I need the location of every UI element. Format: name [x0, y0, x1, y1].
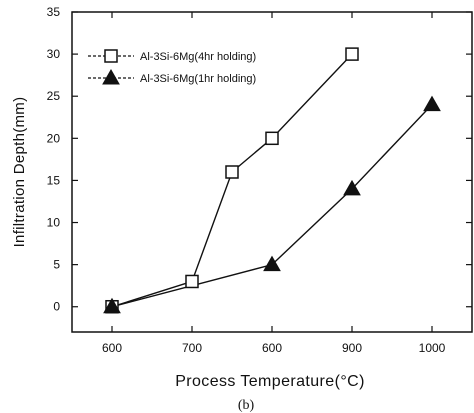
data-point-square: [265, 131, 279, 146]
y-tick-label: 0: [53, 300, 60, 314]
data-point-square: [104, 49, 118, 63]
figure-caption: (b): [238, 398, 255, 413]
series-markers: [103, 47, 441, 314]
legend-label: Al-3Si-6Mg(4hr holding): [140, 51, 256, 63]
x-axis-label: Process Temperature(°C): [175, 373, 365, 390]
data-point-triangle: [103, 297, 121, 314]
data-point-triangle: [343, 179, 361, 196]
y-tick-label: 5: [53, 258, 60, 272]
data-point-triangle: [102, 68, 120, 85]
x-tick-label: 900: [342, 341, 362, 355]
data-point-triangle: [263, 255, 281, 272]
x-axis-label-unit: °C): [340, 373, 364, 390]
y-tick-label: 30: [47, 47, 61, 61]
x-tick-label: 600: [102, 341, 122, 355]
data-point-square: [225, 165, 239, 179]
data-point-square: [345, 47, 359, 61]
y-tick-label: 20: [47, 131, 61, 145]
y-tick-label: 15: [47, 173, 61, 187]
y-tick-label: 35: [47, 5, 61, 19]
plot-frame: [71, 11, 473, 333]
legend: Al-3Si-6Mg(4hr holding) Al-3Si-6Mg(1hr ho…: [88, 49, 256, 85]
legend-label: Al-3Si-6Mg(1hr holding): [140, 73, 256, 85]
x-axis-label-text: Process Temperature(: [175, 373, 340, 390]
x-tick-label: 600: [262, 341, 282, 355]
data-point-square: [185, 274, 199, 289]
x-tick-label: 1000: [419, 341, 446, 355]
series-line: [111, 53, 353, 308]
y-tick-label: 10: [47, 216, 61, 230]
axis-ticks: 0 5 10 15 20 25 30 35 600 700 600 900 1000: [47, 5, 472, 355]
y-tick-label: 25: [47, 89, 61, 103]
x-tick-label: 700: [182, 341, 202, 355]
data-point-triangle: [423, 95, 441, 112]
y-axis-label: Infiltration Depth(mm): [11, 97, 28, 248]
